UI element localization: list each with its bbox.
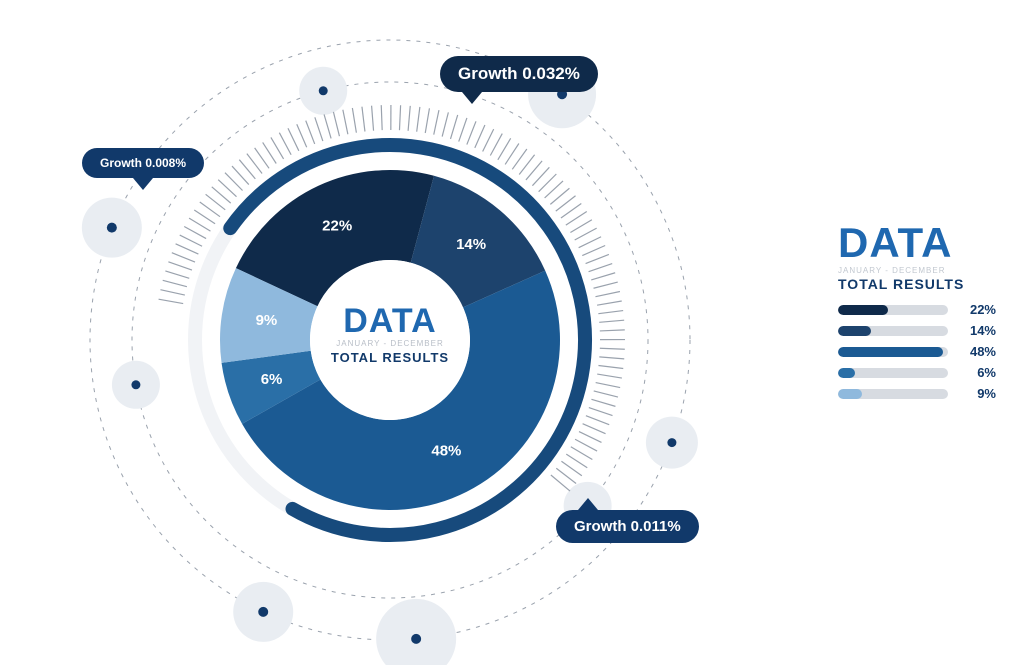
orbit-node-dot-7 bbox=[258, 607, 268, 617]
growth-callout-2: Growth 0.011% bbox=[556, 510, 699, 543]
legend-sub: JANUARY - DECEMBER bbox=[838, 266, 996, 275]
legend-row-4: 9% bbox=[838, 386, 996, 401]
growth-callout-1: Growth 0.008% bbox=[82, 148, 204, 178]
legend-value: 14% bbox=[958, 323, 996, 338]
legend-bar-fill bbox=[838, 368, 855, 378]
legend-row-2: 48% bbox=[838, 344, 996, 359]
legend-rows: 22% 14% 48% 6% 9% bbox=[838, 302, 996, 401]
legend-bar-track bbox=[838, 326, 948, 336]
legend-bottom: TOTAL RESULTS bbox=[838, 276, 996, 292]
callout-tail-icon bbox=[133, 178, 153, 190]
legend-bar-fill bbox=[838, 347, 943, 357]
legend-value: 6% bbox=[958, 365, 996, 380]
donut-center-disc bbox=[310, 260, 470, 420]
legend-value: 9% bbox=[958, 386, 996, 401]
legend-value: 48% bbox=[958, 344, 996, 359]
donut-slice-label-4: 9% bbox=[256, 312, 278, 329]
orbit-node-dot-3 bbox=[107, 223, 117, 233]
callout-tail-icon bbox=[578, 498, 598, 510]
orbit-node-dot-5 bbox=[667, 438, 676, 447]
donut-slice-label-1: 14% bbox=[456, 236, 486, 253]
legend-bar-fill bbox=[838, 305, 888, 315]
legend-bar-fill bbox=[838, 326, 871, 336]
orbit-node-dot-1 bbox=[319, 86, 328, 95]
legend-bar-track bbox=[838, 347, 948, 357]
legend-bar-track bbox=[838, 389, 948, 399]
legend-value: 22% bbox=[958, 302, 996, 317]
legend-panel: DATA JANUARY - DECEMBER TOTAL RESULTS 22… bbox=[838, 222, 996, 407]
legend-row-1: 14% bbox=[838, 323, 996, 338]
callout-tail-icon bbox=[462, 92, 482, 104]
legend-bar-track bbox=[838, 305, 948, 315]
legend-title: DATA bbox=[838, 222, 996, 264]
legend-row-3: 6% bbox=[838, 365, 996, 380]
legend-row-0: 22% bbox=[838, 302, 996, 317]
orbit-node-dot-0 bbox=[131, 380, 140, 389]
growth-callout-0: Growth 0.032% bbox=[440, 56, 598, 92]
donut-slice-label-2: 48% bbox=[431, 443, 461, 460]
orbit-node-dot-6 bbox=[411, 634, 421, 644]
legend-bar-track bbox=[838, 368, 948, 378]
legend-bar-fill bbox=[838, 389, 862, 399]
orbit-node-halo-6 bbox=[376, 599, 456, 665]
donut-slice-label-0: 22% bbox=[322, 218, 352, 235]
infographic-stage: 22% 14% 48% 6% 9% DATA JANUARY - DECEMBER TO… bbox=[0, 0, 1036, 665]
donut-slice-label-3: 6% bbox=[261, 371, 283, 388]
